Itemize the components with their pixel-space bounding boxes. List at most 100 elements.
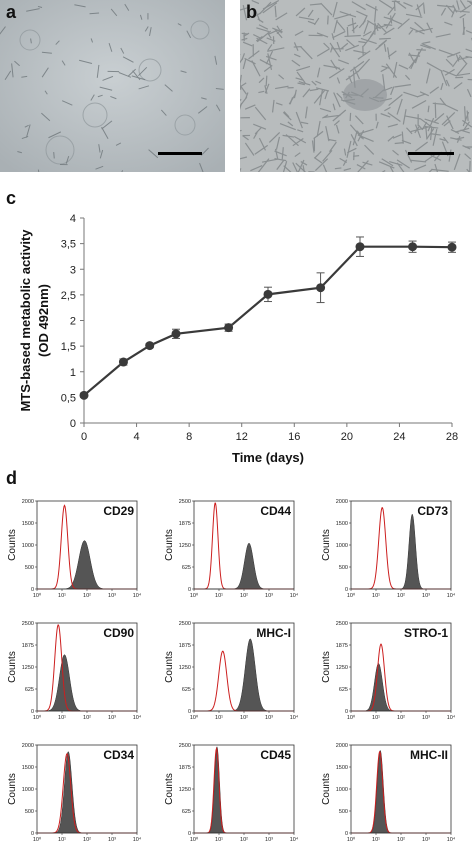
y-tick-label: 2500 xyxy=(22,621,34,627)
y-tick-label: 500 xyxy=(339,565,348,571)
y-tick-label: 1250 xyxy=(22,665,34,671)
x-tick-label: 10² xyxy=(83,715,91,721)
y-tick-label: 1500 xyxy=(22,765,34,771)
data-point xyxy=(263,289,273,299)
x-tick-label: 10⁰ xyxy=(33,592,42,599)
panel-letter-c: c xyxy=(6,188,17,208)
x-tick-label: 10³ xyxy=(422,593,430,599)
y-tick-label: 1875 xyxy=(179,765,191,771)
x-tick-label: 10⁴ xyxy=(133,714,142,721)
y-tick-label: 2000 xyxy=(22,743,34,749)
histogram-cd45: 0 625 1250 1875 2500 10⁰ 10¹ 10² 10³ 10⁴ Counts CD4… xyxy=(164,743,299,843)
x-tick-label: 12 xyxy=(236,431,248,443)
x-tick-label: 10⁴ xyxy=(290,836,299,843)
y-tick-label: 2500 xyxy=(179,743,191,749)
x-tick-label: 10⁰ xyxy=(190,592,199,599)
data-point xyxy=(145,341,155,351)
x-tick-label: 10² xyxy=(397,715,405,721)
histogram-cd34: 0 500 1000 1500 2000 10⁰ 10¹ 10² 10³ 10⁴ Counts CD3… xyxy=(7,743,142,843)
x-tick-label: 10⁰ xyxy=(347,592,356,599)
x-tick-label: 10⁰ xyxy=(347,714,356,721)
y-tick-label: 1250 xyxy=(179,787,191,793)
y-tick-label: 2000 xyxy=(22,499,34,505)
histogram-mhc-ii: 0 500 1000 1500 2000 10⁰ 10¹ 10² 10³ 10⁴ Counts MHC… xyxy=(321,743,456,843)
x-tick-label: 24 xyxy=(393,431,405,443)
micrograph-b: b xyxy=(240,0,472,172)
counts-axis-label: Counts xyxy=(7,773,18,805)
y-tick-label: 625 xyxy=(25,687,34,693)
data-point xyxy=(316,283,326,293)
counts-axis-label: Counts xyxy=(321,651,332,683)
marker-name: CD90 xyxy=(103,626,134,640)
y-tick-label: 0 xyxy=(188,709,191,715)
y-tick-label: 1000 xyxy=(336,787,348,793)
x-tick-label: 10² xyxy=(83,837,91,843)
x-tick-label: 10² xyxy=(397,593,405,599)
y-tick-label: 1,5 xyxy=(61,341,76,353)
histogram-cd29: 0 500 1000 1500 2000 10⁰ 10¹ 10² 10³ 10⁴ Counts CD2… xyxy=(7,499,142,599)
counts-axis-label: Counts xyxy=(321,773,332,805)
x-tick-label: 10⁴ xyxy=(447,836,456,843)
x-tick-label: 10¹ xyxy=(372,715,380,721)
y-tick-label: 1250 xyxy=(179,543,191,549)
y-tick-label: 1000 xyxy=(22,787,34,793)
data-point xyxy=(408,242,418,252)
x-tick-label: 0 xyxy=(81,431,87,443)
panel-letter-b: b xyxy=(246,2,257,22)
y-tick-label: 1000 xyxy=(22,543,34,549)
scale-bar-b xyxy=(408,152,454,155)
x-tick-label: 10³ xyxy=(422,837,430,843)
x-tick-label: 10⁴ xyxy=(290,714,299,721)
y-tick-label: 2500 xyxy=(179,499,191,505)
x-tick-label: 10¹ xyxy=(215,837,223,843)
marker-name: STRO-1 xyxy=(404,626,448,640)
marker-histogram xyxy=(351,663,451,712)
panel-letter-a: a xyxy=(6,2,17,22)
y-tick-label: 1875 xyxy=(179,521,191,527)
y-tick-label: 1875 xyxy=(179,643,191,649)
y-tick-label: 500 xyxy=(339,809,348,815)
flow-cytometry-histograms: 0 500 1000 1500 2000 10⁰ 10¹ 10² 10³ 10⁴ Counts CD2… xyxy=(7,499,456,843)
data-point xyxy=(355,242,365,252)
y-tick-label: 0 xyxy=(188,587,191,593)
marker-name: CD29 xyxy=(103,504,134,518)
x-tick-label: 10² xyxy=(240,715,248,721)
histogram-mhc-i: 0 625 1250 1875 2500 10⁰ 10¹ 10² 10³ 10⁴ Counts MHC… xyxy=(164,621,299,721)
marker-histogram xyxy=(37,540,137,590)
y-tick-label: 0,5 xyxy=(61,392,76,404)
data-point xyxy=(447,242,457,252)
x-tick-label: 10¹ xyxy=(58,837,66,843)
x-tick-label: 10¹ xyxy=(215,593,223,599)
x-tick-label: 8 xyxy=(186,431,192,443)
x-tick-label: 10² xyxy=(83,593,91,599)
y-axis-label-line2: (OD 492nm) xyxy=(36,284,51,357)
x-axis-label: Time (days) xyxy=(232,450,304,465)
y-tick-label: 4 xyxy=(70,213,76,225)
marker-histogram xyxy=(194,638,294,712)
y-tick-label: 1875 xyxy=(336,643,348,649)
isotype-histogram xyxy=(351,507,451,590)
y-tick-label: 2000 xyxy=(336,499,348,505)
histogram-cd73: 0 500 1000 1500 2000 10⁰ 10¹ 10² 10³ 10⁴ Counts CD7… xyxy=(321,499,456,599)
x-tick-label: 10⁰ xyxy=(347,836,356,843)
x-tick-label: 10⁴ xyxy=(447,714,456,721)
x-tick-label: 10¹ xyxy=(58,593,66,599)
x-tick-label: 10³ xyxy=(108,593,116,599)
x-tick-label: 10⁰ xyxy=(33,714,42,721)
isotype-histogram xyxy=(37,752,137,834)
y-tick-label: 625 xyxy=(182,809,191,815)
x-tick-label: 4 xyxy=(134,431,140,443)
x-tick-label: 10¹ xyxy=(372,837,380,843)
marker-histogram xyxy=(37,654,137,712)
data-point xyxy=(118,357,128,367)
x-tick-label: 10³ xyxy=(265,593,273,599)
y-tick-label: 2500 xyxy=(179,621,191,627)
marker-name: MHC-II xyxy=(410,748,448,762)
y-tick-label: 0 xyxy=(345,831,348,837)
marker-histogram xyxy=(351,750,451,834)
marker-name: CD45 xyxy=(260,748,291,762)
isotype-histogram xyxy=(351,643,451,712)
counts-axis-label: Counts xyxy=(164,651,175,683)
marker-name: CD44 xyxy=(260,504,291,518)
scale-bar-a xyxy=(158,152,202,155)
